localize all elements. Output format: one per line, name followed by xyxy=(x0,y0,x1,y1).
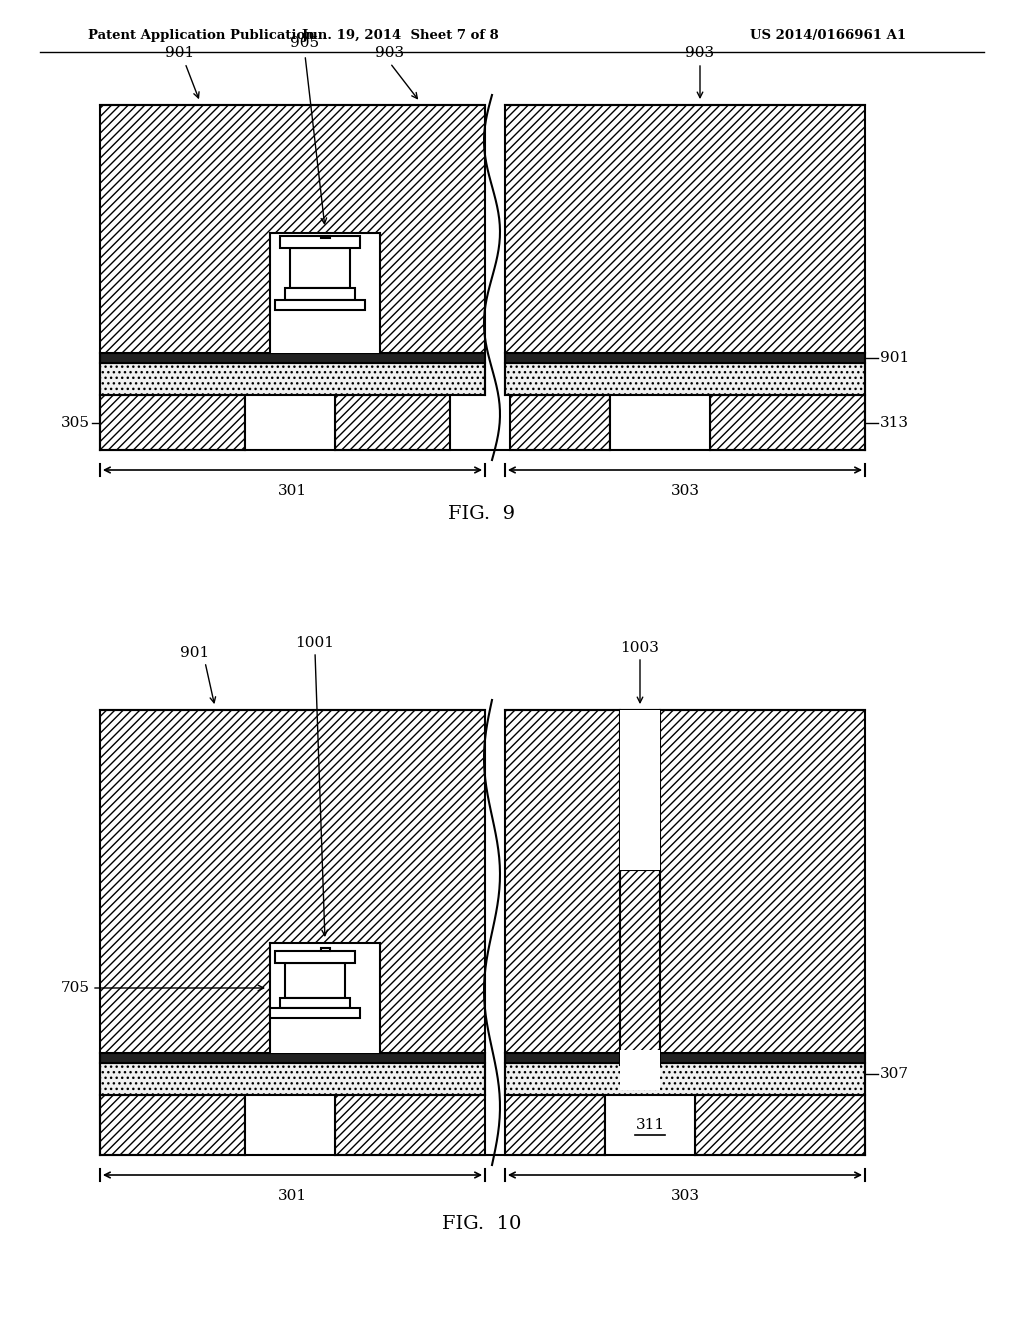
FancyBboxPatch shape xyxy=(275,950,355,964)
Text: Patent Application Publication: Patent Application Publication xyxy=(88,29,314,41)
Text: 901: 901 xyxy=(165,46,195,59)
FancyBboxPatch shape xyxy=(605,1096,695,1155)
Text: 901: 901 xyxy=(880,351,909,366)
Bar xyxy=(100,363,485,395)
Bar xyxy=(505,363,865,395)
Text: 303: 303 xyxy=(671,1189,699,1203)
Bar xyxy=(100,395,245,450)
FancyBboxPatch shape xyxy=(100,352,485,363)
FancyBboxPatch shape xyxy=(290,248,350,288)
FancyBboxPatch shape xyxy=(285,964,345,998)
Bar xyxy=(710,395,865,450)
Bar xyxy=(505,1096,605,1155)
Text: 301: 301 xyxy=(278,484,307,498)
FancyBboxPatch shape xyxy=(285,288,355,300)
FancyBboxPatch shape xyxy=(270,1008,360,1018)
Bar xyxy=(505,1063,865,1096)
Bar xyxy=(510,395,610,450)
Text: FIG.  10: FIG. 10 xyxy=(442,1214,521,1233)
Bar xyxy=(695,1096,865,1155)
FancyBboxPatch shape xyxy=(280,998,350,1008)
Bar xyxy=(100,1063,485,1096)
FancyBboxPatch shape xyxy=(610,395,710,450)
FancyBboxPatch shape xyxy=(275,300,365,310)
FancyBboxPatch shape xyxy=(505,1053,865,1063)
FancyBboxPatch shape xyxy=(270,942,380,1053)
Bar xyxy=(335,395,450,450)
Text: FIG.  9: FIG. 9 xyxy=(449,506,515,523)
Text: 307: 307 xyxy=(880,1067,909,1081)
FancyBboxPatch shape xyxy=(321,236,330,238)
Bar xyxy=(335,1096,485,1155)
Text: 705: 705 xyxy=(61,981,90,995)
FancyBboxPatch shape xyxy=(245,395,335,450)
FancyBboxPatch shape xyxy=(245,1096,335,1155)
Text: 313: 313 xyxy=(880,416,909,430)
Bar xyxy=(100,106,485,352)
Text: 311: 311 xyxy=(636,1118,665,1133)
FancyBboxPatch shape xyxy=(321,948,330,950)
Text: 901: 901 xyxy=(180,645,210,660)
Text: US 2014/0166961 A1: US 2014/0166961 A1 xyxy=(750,29,906,41)
FancyBboxPatch shape xyxy=(620,1049,660,1090)
Text: Jun. 19, 2014  Sheet 7 of 8: Jun. 19, 2014 Sheet 7 of 8 xyxy=(302,29,499,41)
FancyBboxPatch shape xyxy=(270,234,380,352)
Text: 303: 303 xyxy=(671,484,699,498)
Text: 905: 905 xyxy=(291,36,319,50)
Bar xyxy=(100,1096,245,1155)
Text: 301: 301 xyxy=(278,1189,307,1203)
Bar xyxy=(100,710,485,1053)
Text: 305: 305 xyxy=(61,416,90,430)
FancyBboxPatch shape xyxy=(620,710,660,870)
Text: 1003: 1003 xyxy=(621,642,659,655)
FancyBboxPatch shape xyxy=(505,352,865,363)
Text: 903: 903 xyxy=(376,46,404,59)
FancyBboxPatch shape xyxy=(280,236,360,248)
Bar xyxy=(505,106,865,352)
Bar xyxy=(505,710,865,1053)
FancyBboxPatch shape xyxy=(100,1053,485,1063)
Text: 1001: 1001 xyxy=(296,636,335,649)
Text: 903: 903 xyxy=(685,46,715,59)
